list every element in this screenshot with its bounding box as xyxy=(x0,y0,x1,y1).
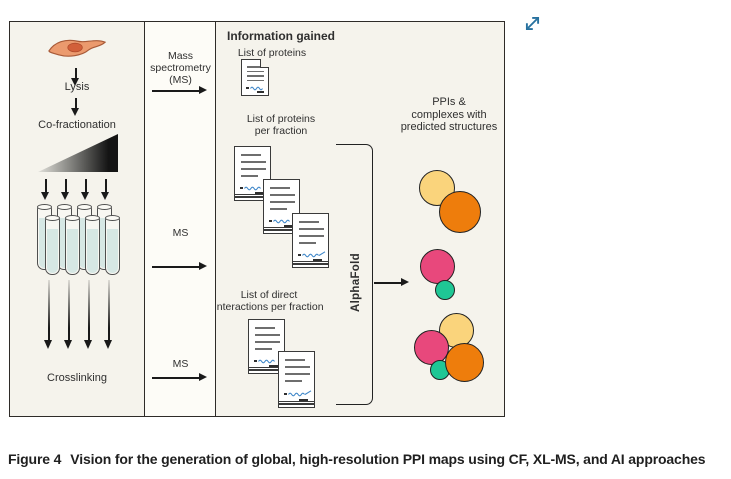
long-arrow-icon xyxy=(64,280,73,349)
test-tube xyxy=(44,215,60,275)
document-stack-page xyxy=(278,351,315,408)
alphafold-bracket xyxy=(336,144,373,405)
figure-panel: Lysis Co-fractionation Crosslinking Mass… xyxy=(9,21,505,417)
down-arrow-icon xyxy=(41,179,49,200)
long-arrow-icon xyxy=(44,280,53,349)
document-icon xyxy=(241,58,270,96)
figure-caption-text: Vision for the generation of global, hig… xyxy=(70,451,706,467)
alphafold-label: AlphaFold xyxy=(350,253,362,313)
information-gained-title: Information gained xyxy=(227,29,335,43)
protein-circle-orange xyxy=(439,191,481,233)
co-fractionation-label: Co-fractionation xyxy=(38,119,116,131)
ms-label: MS xyxy=(172,358,189,370)
down-arrow-icon xyxy=(71,68,79,86)
test-tube xyxy=(64,215,80,275)
protein-circle-pink xyxy=(420,249,455,284)
long-arrow-icon xyxy=(84,280,93,349)
document-stack-page xyxy=(248,319,285,374)
down-arrow-icon xyxy=(61,179,69,200)
list-of-proteins-per-fraction-label: List of proteins per fraction xyxy=(246,113,316,137)
figure-caption: Figure 4 Vision for the generation of glo… xyxy=(8,451,731,467)
ppis-title: PPIs & complexes with predicted structur… xyxy=(400,96,498,133)
ms-label: MS xyxy=(172,227,189,239)
ms-arrow-icon xyxy=(152,262,207,270)
long-arrow-icon xyxy=(104,280,113,349)
protein-circle-green xyxy=(435,280,455,300)
down-arrow-icon xyxy=(71,98,79,116)
crosslinking-label: Crosslinking xyxy=(47,372,107,384)
test-tube xyxy=(104,215,120,275)
figure-label: Figure 4 xyxy=(8,451,62,467)
test-tube xyxy=(84,215,100,275)
down-arrow-icon xyxy=(81,179,89,200)
list-of-proteins-label: List of proteins xyxy=(237,47,307,59)
lysis-label: Lysis xyxy=(64,81,90,93)
protein-circle-orange xyxy=(445,343,484,382)
down-arrow-icon xyxy=(101,179,109,200)
mass-spectrometry-label: Mass spectrometry (MS) xyxy=(150,50,211,86)
ms-arrow-icon xyxy=(152,373,207,381)
cell-icon xyxy=(48,39,107,57)
gradient-triangle-icon xyxy=(38,134,118,172)
list-of-direct-interactions-label: List of direct interactions per fraction xyxy=(214,289,324,313)
document-stack-page xyxy=(292,213,329,268)
expand-icon[interactable] xyxy=(522,13,543,34)
ms-arrow-icon xyxy=(152,86,207,94)
result-arrow-icon xyxy=(374,278,409,286)
